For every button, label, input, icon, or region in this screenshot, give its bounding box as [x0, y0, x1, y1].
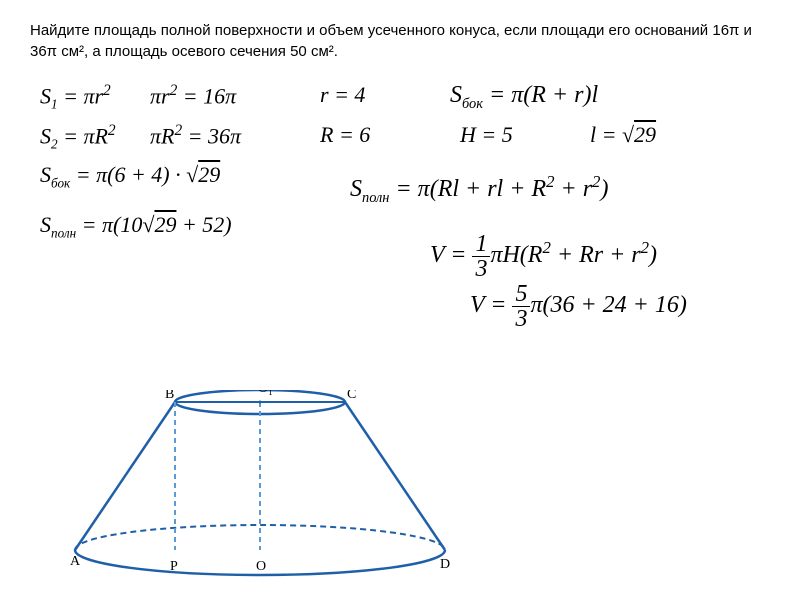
- formula-sbok-calc: Sбок = π(6 + 4) · √29: [40, 162, 220, 191]
- formulas-area: S1 = πr2 πr2 = 16π S2 = πR2 πR2 = 36π r …: [30, 82, 770, 332]
- formula-s1: S1 = πr2: [40, 82, 111, 113]
- label-A: A: [70, 554, 81, 569]
- formula-s2b: πR2 = 36π: [150, 122, 241, 149]
- problem-statement: Найдите площадь полной поверхности и объ…: [30, 20, 770, 62]
- formula-v: V = 13πH(R2 + Rr + r2): [430, 232, 657, 281]
- label-P: P: [170, 559, 178, 574]
- label-D: D: [440, 557, 450, 572]
- formula-s1b: πr2 = 16π: [150, 82, 236, 109]
- frustum-diagram: A B O1 C D P O: [70, 390, 450, 590]
- formula-h: H = 5: [460, 122, 513, 148]
- label-C: C: [347, 390, 356, 402]
- formula-l: l = √29: [590, 122, 656, 148]
- formula-R: R = 6: [320, 122, 370, 148]
- label-O: O: [256, 559, 266, 574]
- formula-v-calc: V = 53π(36 + 24 + 16): [470, 282, 687, 331]
- formula-s2: S2 = πR2: [40, 122, 116, 153]
- formula-spoln-calc: Sполн = π(10√29 + 52): [40, 212, 232, 241]
- formula-spoln: Sполн = π(Rl + rl + R2 + r2): [350, 172, 608, 207]
- formula-sbok: Sбок = π(R + r)l: [450, 82, 598, 113]
- formula-r: r = 4: [320, 82, 365, 108]
- label-B: B: [165, 390, 174, 402]
- label-O1: O1: [258, 390, 273, 397]
